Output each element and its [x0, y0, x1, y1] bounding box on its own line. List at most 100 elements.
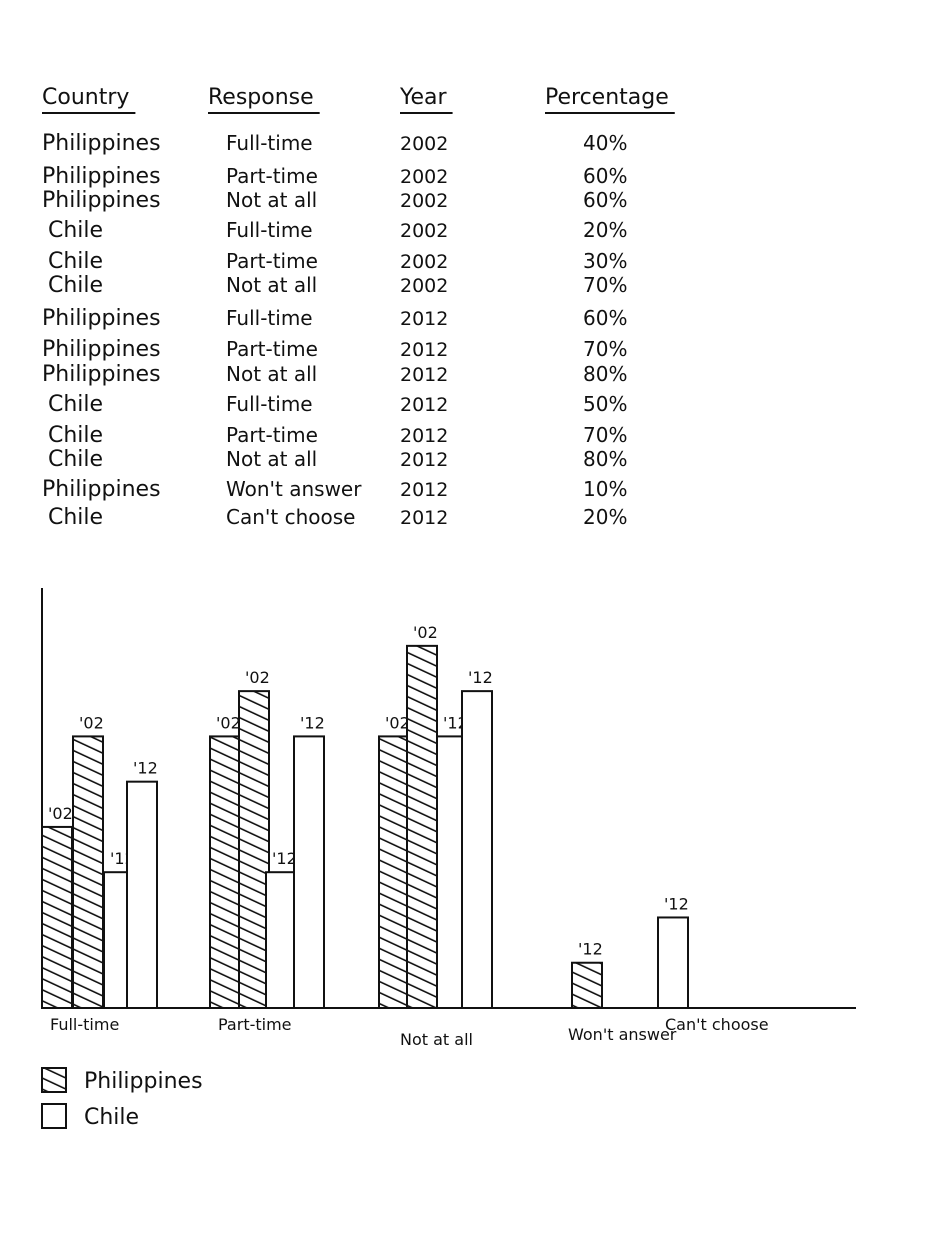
table-cell: Philippines — [42, 362, 161, 387]
table-cell: 20% — [583, 218, 627, 242]
table-header: Country — [42, 85, 129, 110]
table-cell: Philippines — [42, 164, 161, 189]
table-cell: 10% — [583, 477, 627, 501]
table-cell: 70% — [583, 337, 627, 361]
table-cell: 60% — [583, 164, 627, 188]
bar-label: '12 — [468, 668, 493, 687]
bar-label: '02 — [245, 668, 270, 687]
table-cell: Part-time — [226, 249, 318, 273]
table-row: Chile Part-time 2002 30% — [48, 249, 627, 274]
category-label: Part-time — [218, 1015, 292, 1034]
legend-swatch — [41, 1067, 67, 1093]
table-cell: 2002 — [400, 166, 448, 188]
bar-philippines — [238, 690, 270, 1010]
table-row: Chile Can't choose 2012 20% — [48, 505, 627, 530]
category-label: Full-time — [50, 1015, 119, 1034]
table-cell: 2002 — [400, 251, 448, 273]
bar-label: '02 — [48, 804, 73, 823]
table-row: Chile Full-time 2002 20% — [48, 218, 627, 243]
bar-label: '12 — [578, 940, 603, 959]
table-cell: Full-time — [226, 306, 313, 330]
bar-philippines — [209, 735, 241, 1010]
legend-swatch — [41, 1103, 67, 1129]
table-cell: Not at all — [226, 188, 317, 212]
table-cell: Chile — [48, 447, 103, 472]
table-cell: Full-time — [226, 131, 313, 155]
bar-philippines — [41, 825, 73, 1010]
table-row: Philippines Not at all 2012 80% — [42, 362, 627, 387]
table-row: Chile Full-time 2012 50% — [48, 392, 627, 417]
bar-label: '02 — [79, 713, 104, 732]
category-label: Won't answer — [568, 1025, 677, 1044]
table-cell: Philippines — [42, 131, 161, 156]
bar-chile — [657, 916, 689, 1010]
table-cell: 40% — [583, 131, 627, 155]
table-cell: 80% — [583, 447, 627, 471]
table-cell: Philippines — [42, 477, 161, 502]
bar-chile — [293, 735, 325, 1010]
table-cell: Not at all — [226, 447, 317, 471]
category-label: Can't choose — [665, 1015, 769, 1034]
table-header: Response — [208, 85, 314, 110]
table-row: Chile Part-time 2012 70% — [48, 423, 627, 448]
bar-philippines — [378, 735, 410, 1010]
table-cell: Chile — [48, 273, 103, 298]
table-cell: 2012 — [400, 308, 448, 330]
table-cell: Philippines — [42, 188, 161, 213]
table-cell: 2002 — [400, 133, 448, 155]
bar-chile — [126, 780, 158, 1010]
table-cell: 2012 — [400, 339, 448, 361]
table-cell: 60% — [583, 188, 627, 212]
table-cell: Won't answer — [226, 477, 362, 501]
table-cell: 30% — [583, 249, 627, 273]
table-row: Chile Not at all 2012 80% — [48, 447, 627, 472]
table-cell: 2002 — [400, 275, 448, 297]
table-cell: Not at all — [226, 273, 317, 297]
table-cell: 50% — [583, 392, 627, 416]
bar-label: '12 — [664, 894, 689, 913]
table-row: Chile Not at all 2002 70% — [48, 273, 627, 298]
table-cell: Part-time — [226, 423, 318, 447]
table-cell: 2012 — [400, 364, 448, 386]
bar-label: '02 — [216, 713, 241, 732]
legend-label: Chile — [84, 1105, 139, 1130]
table-cell: 80% — [583, 362, 627, 386]
table-cell: Not at all — [226, 362, 317, 386]
table-cell: Chile — [48, 423, 103, 448]
table-cell: 2012 — [400, 425, 448, 447]
bar-philippines — [72, 735, 104, 1010]
bar-philippines — [571, 961, 603, 1010]
bar-philippines — [406, 644, 438, 1009]
table-cell: Part-time — [226, 337, 318, 361]
table-header: Year — [399, 85, 448, 110]
bar-chile — [461, 690, 493, 1010]
table-cell: Philippines — [42, 306, 161, 331]
table-cell: 2012 — [400, 449, 448, 471]
table-row: Philippines Full-time 2012 60% — [42, 306, 627, 331]
table-cell: Full-time — [226, 218, 313, 242]
table-cell: 2012 — [400, 479, 448, 501]
table-row: Philippines Won't answer 2012 10% — [42, 477, 627, 502]
table-cell: Can't choose — [226, 505, 355, 529]
bar-label: '02 — [385, 713, 410, 732]
table-cell: 2002 — [400, 220, 448, 242]
table-cell: 70% — [583, 423, 627, 447]
table-row: Philippines Not at all 2002 60% — [42, 188, 627, 213]
table-cell: Chile — [48, 218, 103, 243]
table-cell: Full-time — [226, 392, 313, 416]
bar-label: '12 — [272, 849, 297, 868]
table-header: Percentage — [545, 85, 669, 110]
table-cell: 60% — [583, 306, 627, 330]
table-cell: 2012 — [400, 394, 448, 416]
table-cell: Chile — [48, 505, 103, 530]
category-label: Not at all — [400, 1030, 473, 1049]
table-cell: 2012 — [400, 507, 448, 529]
table-cell: Part-time — [226, 164, 318, 188]
table-cell: Chile — [48, 392, 103, 417]
table-row: Philippines Full-time 2002 40% — [42, 131, 627, 156]
table-cell: Chile — [48, 249, 103, 274]
legend-label: Philippines — [84, 1069, 203, 1094]
table-cell: 20% — [583, 505, 627, 529]
table-cell: 70% — [583, 273, 627, 297]
